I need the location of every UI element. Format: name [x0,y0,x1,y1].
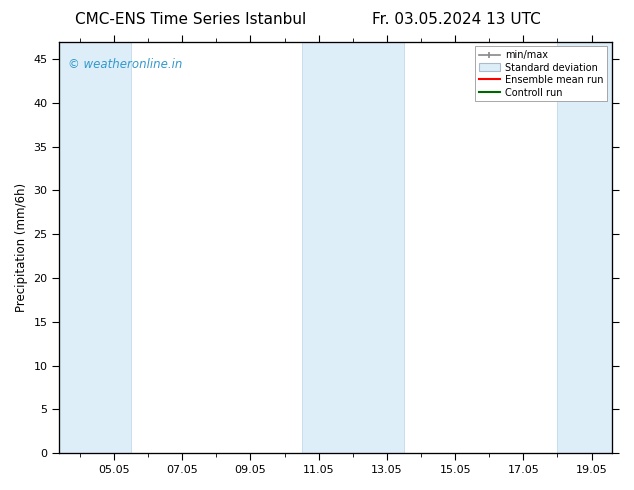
Text: CMC-ENS Time Series Istanbul: CMC-ENS Time Series Istanbul [75,12,306,27]
Legend: min/max, Standard deviation, Ensemble mean run, Controll run: min/max, Standard deviation, Ensemble me… [475,47,607,101]
Y-axis label: Precipitation (mm/6h): Precipitation (mm/6h) [15,183,28,312]
Bar [302,42,404,453]
Text: Fr. 03.05.2024 13 UTC: Fr. 03.05.2024 13 UTC [372,12,541,27]
Bar [557,42,612,453]
Text: © weatheronline.in: © weatheronline.in [68,58,182,71]
Bar [60,42,131,453]
